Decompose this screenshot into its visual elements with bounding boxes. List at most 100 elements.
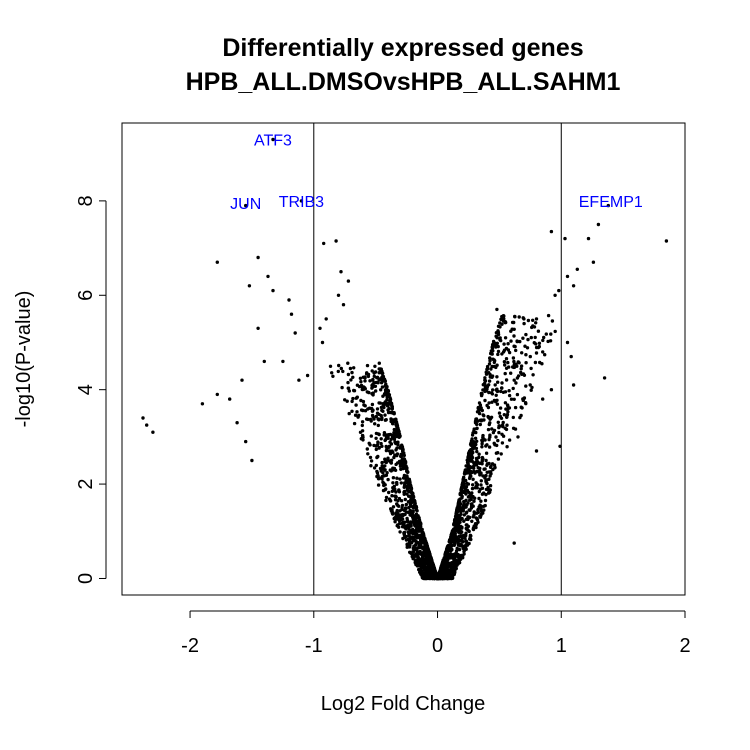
gene-point [502,342,506,346]
gene-point [362,403,366,407]
gene-point [575,267,579,271]
gene-point [392,484,396,489]
gene-point [365,390,369,394]
gene-point [346,372,351,377]
gene-point [553,329,557,334]
gene-point [372,443,376,448]
gene-point [512,327,516,331]
gene-point [447,562,451,567]
gene-point [469,443,473,447]
gene-point [366,417,370,422]
gene-point [383,433,388,437]
gene-point [476,520,480,524]
gene-point [479,471,483,475]
gene-point [394,441,398,446]
gene-point [399,481,403,485]
gene-point [409,551,413,555]
gene-point [341,303,346,307]
gene-point [368,455,373,460]
gene-point [516,360,520,364]
gene-point [430,560,434,564]
gene-point [496,380,500,384]
gene-point [484,451,489,455]
gene-point [511,386,515,391]
gene-point [390,404,394,408]
gene-point [287,298,291,302]
y-tick-label: 4 [75,384,97,395]
gene-point [458,517,462,522]
gene-point [388,399,392,403]
gene-point [455,563,459,567]
gene-point [507,389,511,393]
gene-point [484,458,488,463]
gene-point [490,427,494,431]
gene-point [464,531,468,535]
gene-point [389,459,393,464]
gene-point [419,541,423,546]
gene-point [384,460,388,465]
gene-point [519,364,524,368]
gene-point [431,564,436,568]
gene-point [358,376,363,380]
gene-point [435,575,439,579]
gene-point [386,410,391,415]
plot-frame [121,122,686,596]
gene-point [388,499,393,503]
gene-point [536,345,541,350]
gene-point [387,449,392,453]
gene-point [350,399,354,404]
gene-point [492,463,497,467]
gene-point [503,371,507,376]
gene-point [548,339,553,343]
gene-point [512,365,516,370]
gene-point [403,497,407,502]
gene-point [421,562,426,566]
gene-point [408,522,413,526]
gene-point [151,430,155,434]
gene-point [473,496,477,500]
gene-point [529,366,533,371]
gene-point [371,384,375,389]
gene-point [411,539,415,543]
gene-point [413,529,417,533]
gene-point [480,492,485,496]
gene-point [359,437,363,441]
gene-point [390,406,394,411]
gene-point [460,481,465,486]
gene-point [486,491,491,495]
gene-point [486,485,490,490]
gene-point [499,389,503,394]
gene-point [387,490,391,495]
gene-point [511,415,515,420]
gene-point [488,433,492,437]
gene-point [475,469,479,474]
gene-point [485,387,489,391]
gene-point [442,570,447,574]
gene-point [504,378,509,382]
gene-point [449,552,453,557]
gene-point [475,410,480,414]
gene-point [509,339,513,343]
gene-point [324,317,328,321]
gene-point [480,486,485,490]
gene-label: TRIB3 [279,194,324,211]
gene-point [399,452,403,457]
gene-point [471,527,475,531]
gene-point [318,326,322,330]
gene-point [380,385,385,389]
gene-point [405,516,409,521]
gene-point [505,403,510,407]
gene-point [441,576,446,581]
gene-point [512,378,516,382]
gene-point [524,332,528,337]
gene-point [383,457,387,461]
gene-point [536,329,541,333]
gene-point [530,385,534,390]
gene-point [409,504,413,508]
gene-point [488,372,492,377]
gene-point [414,548,418,552]
gene-point [395,446,399,450]
gene-point [471,483,475,487]
gene-point [392,436,396,440]
gene-point [511,426,516,430]
